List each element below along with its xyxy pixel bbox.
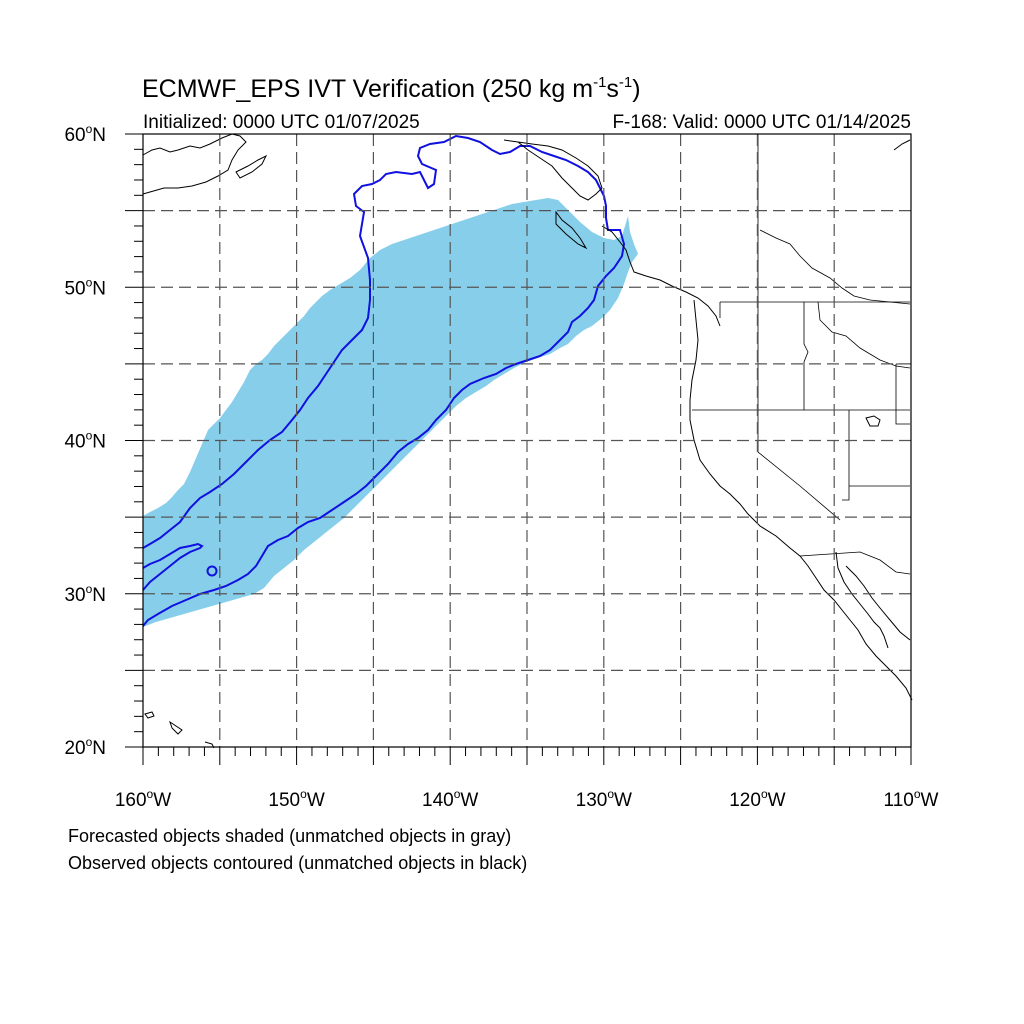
lon-tick-label: 140oW (422, 787, 478, 811)
map-title: ECMWF_EPS IVT Verification (250 kg m-1s-… (142, 74, 641, 103)
observed-object-contour-small (206, 565, 218, 577)
forecast-object-shaded (143, 198, 638, 627)
coastlines (142, 133, 913, 749)
lat-axis-labels: 60oN 50oN 40oN 30oN 20oN (64, 122, 106, 759)
caption-forecast: Forecasted objects shaded (unmatched obj… (68, 826, 511, 846)
lon-tick-label: 150oW (268, 787, 324, 811)
lat-tick-label: 50oN (64, 275, 106, 299)
init-time-label: Initialized: 0000 UTC 01/07/2025 (143, 112, 420, 133)
observed-object-contour-inner (142, 542, 204, 591)
lon-axis-labels: 160oW 150oW 140oW 130oW 120oW 110oW (115, 787, 939, 811)
political-borders (692, 134, 911, 575)
tick-marks (125, 133, 912, 765)
lat-tick-label: 30oN (64, 582, 106, 606)
map-area (125, 133, 913, 765)
lat-tick-label: 40oN (64, 429, 106, 453)
lat-tick-label: 20oN (64, 735, 106, 759)
caption-observed: Observed objects contoured (unmatched ob… (68, 853, 527, 873)
valid-time-label: F-168: Valid: 0000 UTC 01/14/2025 (612, 112, 911, 133)
lat-tick-label: 60oN (64, 122, 106, 146)
lon-tick-label: 130oW (576, 787, 632, 811)
gridlines (143, 134, 911, 747)
lon-tick-label: 160oW (115, 787, 171, 811)
lon-tick-label: 120oW (729, 787, 785, 811)
observed-object-contour-main (142, 134, 626, 627)
lon-tick-label: 110oW (884, 787, 939, 811)
